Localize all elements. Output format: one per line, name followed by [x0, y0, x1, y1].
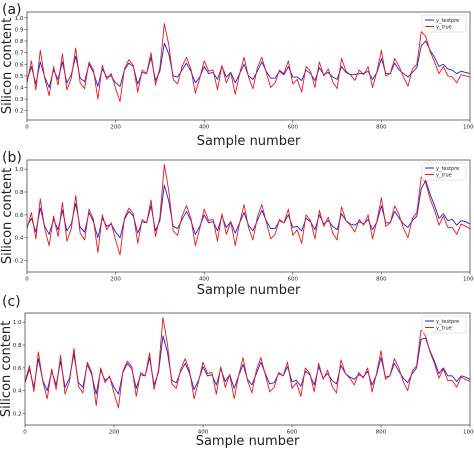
panel-label: (b) — [2, 150, 22, 166]
legend-box — [421, 315, 467, 334]
y-tick-label: 0.4 — [15, 85, 24, 91]
x-tick-label: 200 — [109, 430, 120, 436]
y-tick-label: 0.2 — [15, 109, 24, 115]
y-tick-label: 0.8 — [13, 343, 22, 349]
y-tick-label: 0.8 — [15, 190, 24, 196]
legend-entry-y-true: y_true — [436, 325, 452, 331]
x-tick-label: 0 — [25, 125, 29, 131]
series-line-y-testpre — [27, 40, 470, 88]
y-tick-label: 0.2 — [15, 259, 24, 265]
legend-entry-y-testpre: y_testpre — [436, 166, 459, 172]
panel-label: (a) — [2, 2, 22, 18]
x-axis-label: Sample number — [196, 434, 300, 449]
series-line-y-true — [27, 23, 470, 102]
x-tick-label: 0 — [23, 430, 27, 436]
x-tick-label: 600 — [288, 277, 299, 283]
x-tick-label: 800 — [376, 125, 387, 131]
y-tick-label: 0.6 — [15, 213, 24, 219]
y-tick-label: 0.5 — [15, 74, 24, 80]
plot-frame — [24, 312, 471, 426]
legend-entry-y-true: y_true — [436, 172, 452, 178]
y-tick-label: 1.0 — [13, 320, 22, 326]
x-tick-label: 400 — [198, 430, 209, 436]
x-tick-label: 600 — [287, 430, 298, 436]
y-tick-label: 0.6 — [15, 62, 24, 68]
y-axis-label: Silicon content — [0, 168, 15, 264]
x-axis-label: Sample number — [197, 283, 301, 298]
y-tick-label: 0.8 — [15, 39, 24, 45]
y-tick-label: 0.7 — [15, 51, 24, 57]
series-line-y-true — [25, 317, 470, 409]
panel-label: (c) — [2, 294, 21, 310]
y-tick-label: 1.0 — [15, 16, 24, 22]
x-tick-label: 400 — [199, 277, 210, 283]
x-tick-label: 400 — [199, 125, 210, 131]
y-axis-label: Silicon content — [0, 321, 14, 417]
legend-box — [421, 14, 467, 33]
y-axis-label: Silicon content — [0, 18, 15, 114]
legend-entry-y-true: y_true — [436, 24, 452, 30]
x-tick-label: 600 — [288, 125, 299, 131]
x-tick-label: 800 — [376, 277, 387, 283]
legend-entry-y-testpre: y_testpre — [436, 319, 459, 325]
y-tick-label: 0.9 — [15, 27, 24, 33]
y-tick-label: 1.0 — [15, 167, 24, 173]
legend-entry-y-testpre: y_testpre — [436, 18, 459, 24]
series-line-y-testpre — [25, 335, 470, 395]
x-tick-label: 0 — [25, 277, 29, 283]
y-tick-label: 0.4 — [13, 389, 22, 395]
x-tick-label: 200 — [110, 277, 121, 283]
plot-frame — [26, 11, 471, 121]
plot-frame — [26, 159, 471, 273]
x-axis-label: Sample number — [197, 134, 301, 149]
y-tick-label: 0.4 — [15, 236, 24, 242]
y-tick-label: 0.6 — [13, 366, 22, 372]
y-tick-label: 0.3 — [15, 97, 24, 103]
x-tick-label: 200 — [110, 125, 121, 131]
y-tick-label: 0.2 — [13, 412, 22, 418]
series-line-y-true — [27, 164, 470, 256]
legend-box — [421, 162, 467, 181]
x-tick-label: 800 — [376, 430, 387, 436]
